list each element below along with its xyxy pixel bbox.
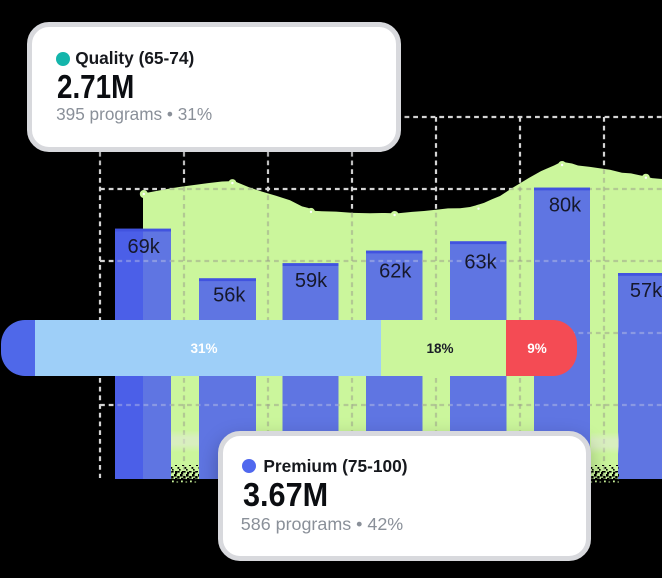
svg-text:63k: 63k xyxy=(464,251,497,273)
svg-text:69k: 69k xyxy=(127,236,160,258)
svg-text:57k: 57k xyxy=(630,280,662,302)
svg-text:9%: 9% xyxy=(527,341,547,356)
svg-text:59k: 59k xyxy=(295,270,328,292)
svg-text:80k: 80k xyxy=(549,195,582,217)
svg-text:62k: 62k xyxy=(379,260,412,282)
svg-text:31%: 31% xyxy=(190,341,217,356)
svg-text:56k: 56k xyxy=(213,285,246,307)
svg-text:18%: 18% xyxy=(426,341,453,356)
